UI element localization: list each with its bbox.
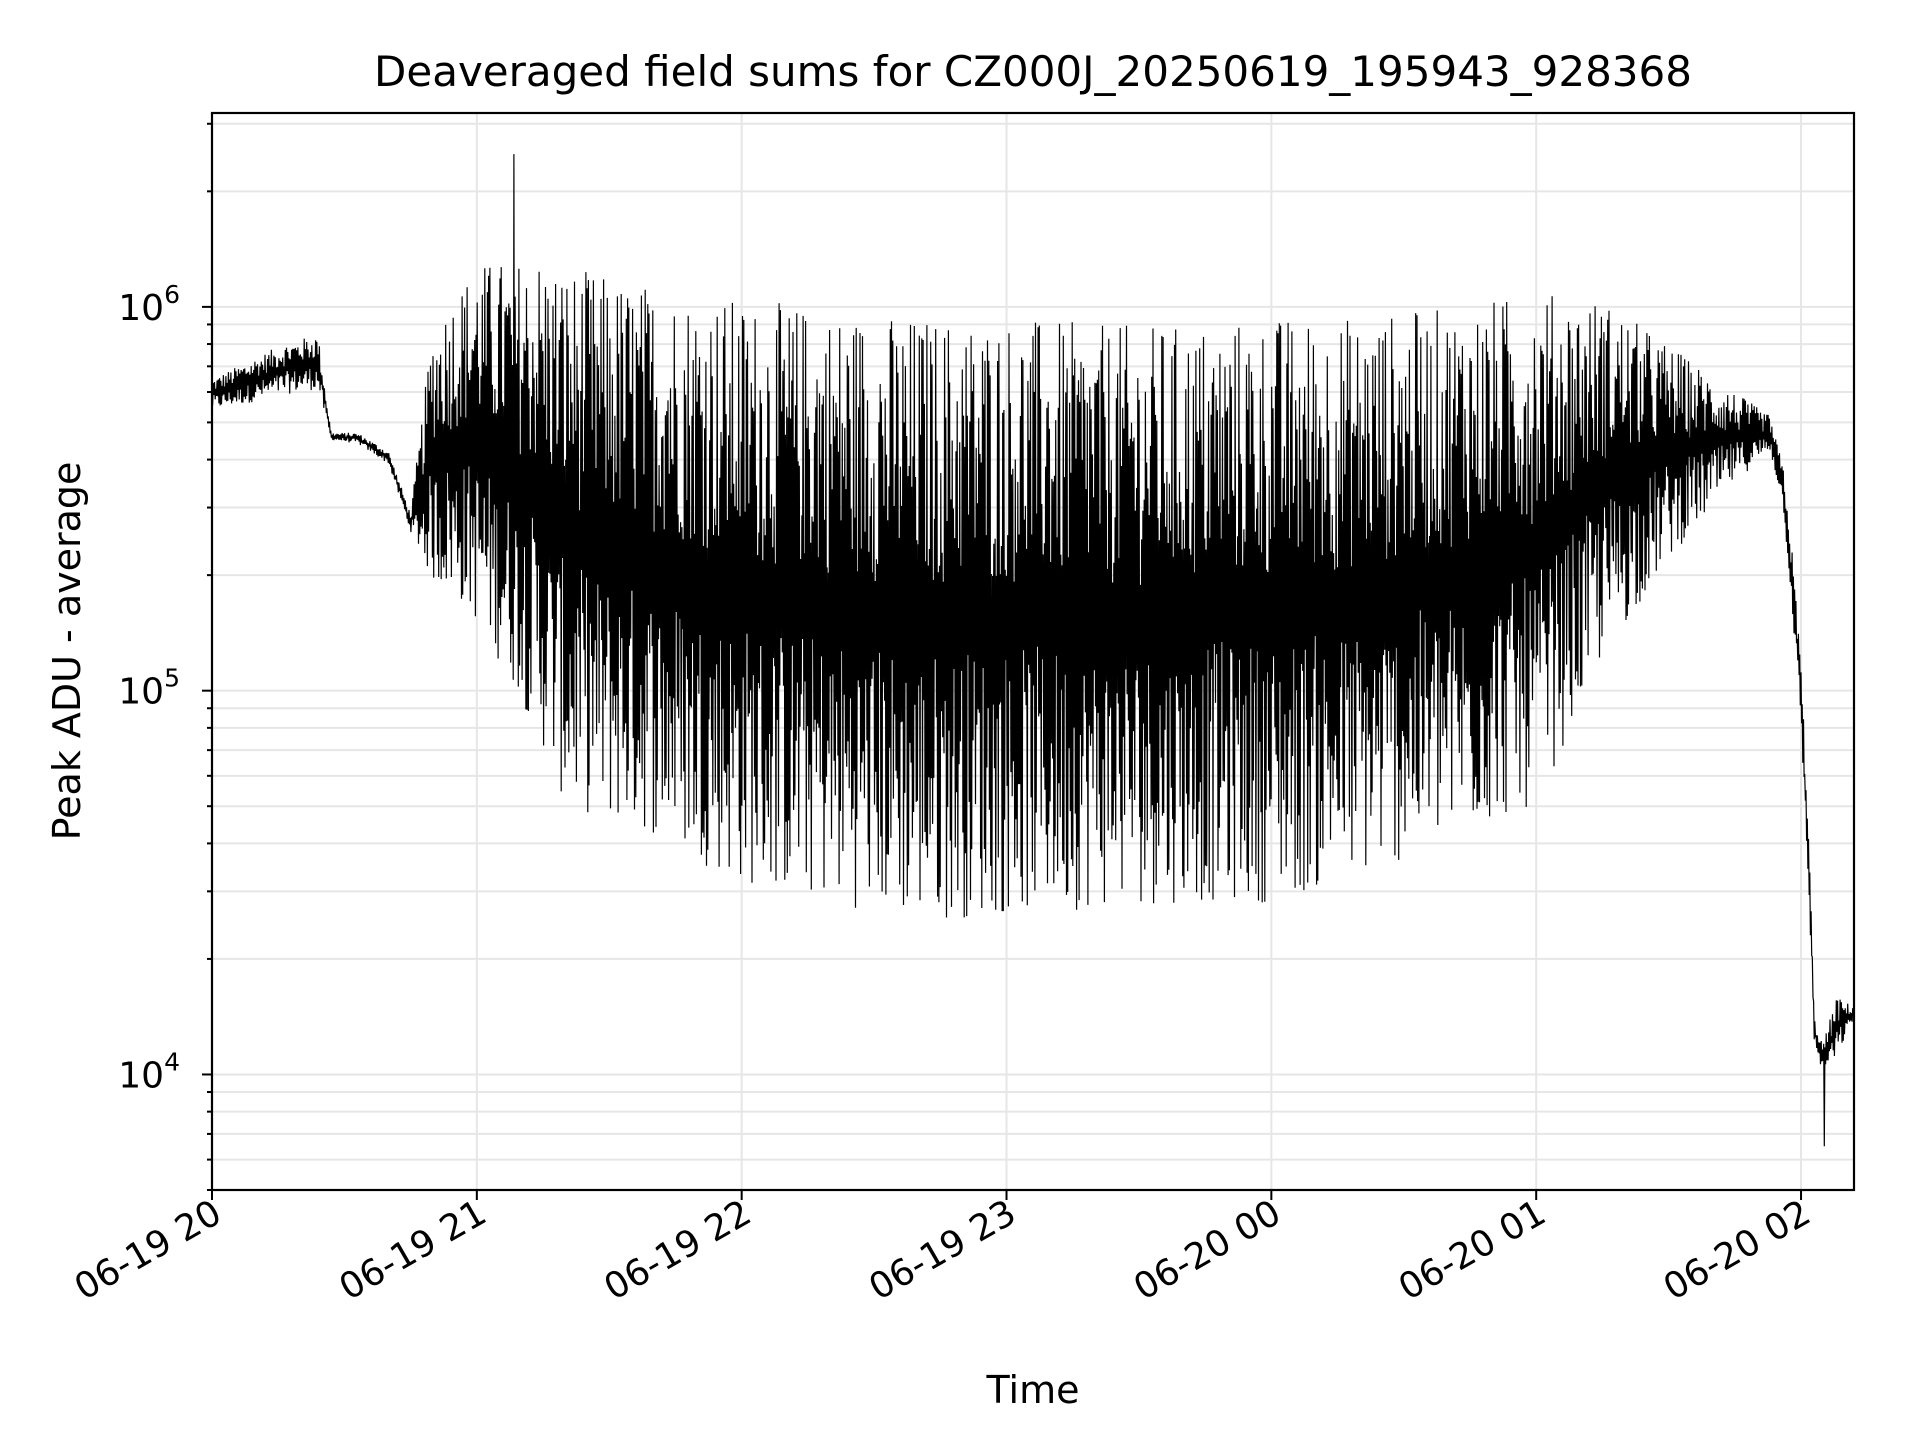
y-tick-exponent: 6: [164, 280, 180, 309]
chart-title: Deaveraged field sums for CZ000J_2025061…: [374, 47, 1692, 96]
y-tick-base: 10: [118, 288, 164, 329]
y-tick-label: 106: [118, 280, 180, 329]
data-series: [211, 154, 1855, 1147]
y-tick-exponent: 4: [164, 1047, 180, 1076]
series-line: [211, 154, 1855, 1147]
y-tick-base: 10: [118, 1055, 164, 1096]
x-axis-label: Time: [986, 1368, 1080, 1412]
y-tick-base: 10: [118, 672, 164, 713]
y-tick-exponent: 5: [164, 664, 180, 693]
y-tick-label: 104: [118, 1047, 180, 1096]
y-axis-label: Peak ADU - average: [45, 462, 89, 841]
plot-frame: [210, 111, 1856, 1192]
y-tick-label: 105: [118, 664, 180, 713]
